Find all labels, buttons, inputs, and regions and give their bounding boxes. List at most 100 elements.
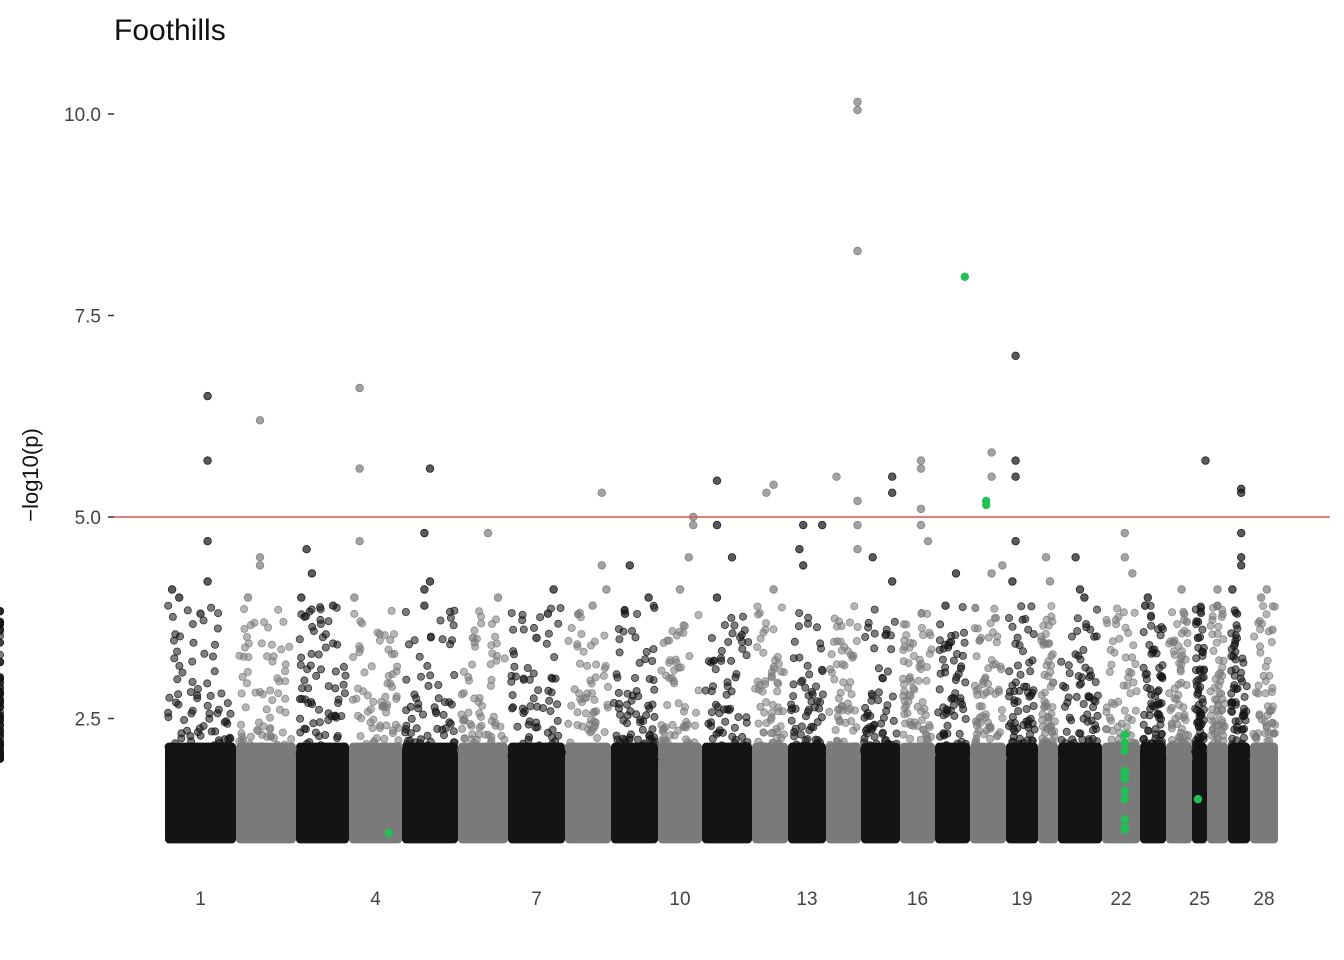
data-point bbox=[679, 746, 688, 755]
data-point bbox=[795, 750, 804, 759]
data-point bbox=[418, 710, 427, 719]
data-point bbox=[383, 679, 392, 688]
data-point bbox=[523, 664, 532, 673]
peak-point bbox=[549, 585, 558, 594]
data-point bbox=[738, 732, 747, 741]
data-point bbox=[836, 739, 845, 748]
chart-title: Foothills bbox=[114, 14, 226, 47]
data-point bbox=[1041, 630, 1050, 639]
data-point bbox=[213, 709, 222, 718]
data-point bbox=[242, 679, 251, 688]
data-point bbox=[1158, 661, 1167, 670]
data-point bbox=[890, 617, 899, 626]
data-point bbox=[333, 640, 342, 649]
data-point bbox=[368, 739, 377, 748]
data-point bbox=[557, 748, 566, 757]
data-point bbox=[1081, 663, 1090, 672]
data-point bbox=[1176, 736, 1185, 745]
data-point bbox=[542, 639, 551, 648]
data-point bbox=[977, 702, 986, 711]
peak-point bbox=[468, 633, 478, 643]
data-point bbox=[1267, 638, 1276, 647]
data-point bbox=[309, 719, 318, 728]
data-point bbox=[614, 688, 623, 697]
data-point bbox=[841, 754, 850, 763]
data-point bbox=[974, 726, 983, 735]
highlighted-point bbox=[384, 828, 393, 838]
chromosome-bands bbox=[165, 742, 1278, 844]
data-point bbox=[431, 707, 440, 716]
data-point bbox=[0, 638, 4, 647]
data-point bbox=[665, 674, 674, 683]
data-point bbox=[1010, 687, 1019, 696]
data-point bbox=[303, 745, 312, 754]
data-point bbox=[1062, 727, 1071, 736]
data-point bbox=[825, 707, 834, 716]
data-point bbox=[672, 631, 681, 640]
data-point bbox=[281, 677, 290, 686]
data-point bbox=[615, 635, 624, 644]
chromosome-band-16 bbox=[900, 742, 935, 844]
data-point bbox=[1212, 744, 1221, 753]
peak-point bbox=[1236, 553, 1246, 562]
data-point bbox=[340, 689, 349, 698]
data-point bbox=[788, 753, 797, 762]
data-point bbox=[316, 754, 325, 763]
data-point bbox=[303, 754, 312, 763]
data-point bbox=[203, 753, 212, 762]
data-point bbox=[564, 719, 573, 728]
data-point bbox=[364, 750, 373, 759]
data-point bbox=[1239, 712, 1248, 721]
data-point bbox=[780, 730, 789, 739]
peak-point bbox=[853, 496, 862, 506]
peak-point bbox=[1140, 601, 1150, 610]
x-tick-label: 28 bbox=[1253, 889, 1274, 910]
data-point bbox=[603, 700, 612, 709]
highlighted-point bbox=[1120, 786, 1130, 796]
data-point bbox=[1198, 625, 1207, 634]
data-point bbox=[910, 685, 919, 694]
data-point bbox=[551, 737, 560, 746]
data-point bbox=[899, 730, 908, 739]
data-point bbox=[756, 634, 765, 643]
data-point bbox=[437, 743, 446, 752]
data-point bbox=[727, 613, 736, 622]
data-point bbox=[529, 669, 538, 678]
data-point bbox=[373, 628, 382, 637]
data-point bbox=[296, 714, 305, 723]
data-point bbox=[253, 744, 262, 753]
data-point bbox=[885, 754, 894, 763]
data-point bbox=[754, 719, 763, 728]
data-point bbox=[1139, 628, 1148, 637]
data-point bbox=[350, 609, 359, 618]
peak-point bbox=[1228, 585, 1237, 594]
peak-point bbox=[916, 464, 926, 473]
data-point bbox=[1180, 626, 1189, 635]
data-point bbox=[905, 690, 914, 699]
data-point bbox=[389, 630, 398, 639]
data-point bbox=[470, 694, 479, 703]
data-point bbox=[334, 695, 343, 704]
data-point bbox=[314, 705, 323, 714]
data-point bbox=[739, 612, 748, 621]
data-point bbox=[804, 749, 813, 758]
data-point bbox=[633, 610, 642, 619]
data-point bbox=[979, 690, 988, 699]
highlighted-point bbox=[982, 500, 991, 510]
data-point bbox=[878, 673, 887, 682]
data-point bbox=[333, 734, 342, 743]
data-point bbox=[475, 723, 484, 732]
data-point bbox=[1238, 677, 1247, 686]
data-point bbox=[207, 603, 216, 612]
data-point bbox=[509, 743, 518, 752]
data-point bbox=[939, 703, 948, 712]
peak-point bbox=[255, 416, 265, 425]
data-point bbox=[200, 649, 209, 658]
data-point bbox=[1250, 632, 1259, 641]
data-point bbox=[307, 649, 316, 658]
data-point bbox=[278, 728, 287, 737]
data-point bbox=[487, 620, 496, 629]
data-point bbox=[717, 647, 726, 656]
data-point bbox=[164, 713, 173, 722]
data-point bbox=[237, 689, 246, 698]
